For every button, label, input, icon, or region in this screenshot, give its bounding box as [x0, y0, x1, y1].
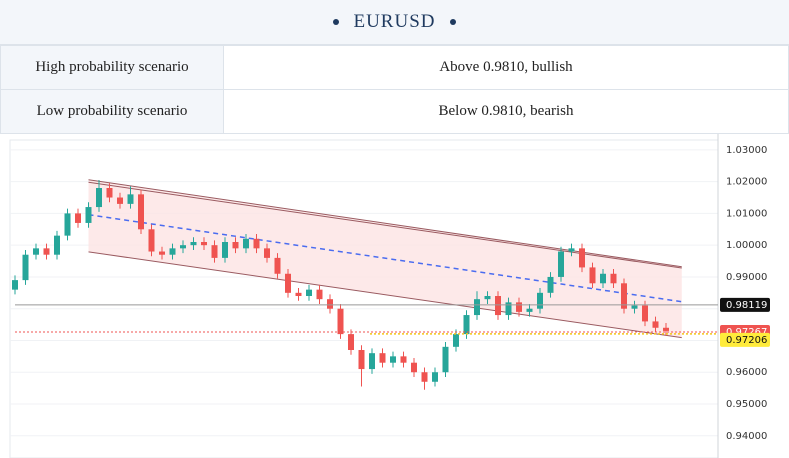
candle-body	[337, 308, 344, 335]
candle-body	[495, 296, 501, 316]
y-tick-label: 0.96000	[726, 367, 767, 378]
candle-body	[600, 273, 606, 284]
y-tick-label: 1.00000	[726, 240, 767, 251]
bullet	[333, 19, 340, 25]
y-tick-label: 0.99000	[726, 272, 767, 283]
candle-body	[22, 254, 29, 281]
price-label: 0.97206	[726, 335, 767, 346]
y-tick-label: 0.95000	[726, 399, 767, 410]
candle-body	[442, 346, 449, 373]
candle-body	[358, 350, 365, 370]
candle-body	[642, 305, 648, 322]
price-label: 0.98119	[726, 300, 767, 311]
candle-body	[390, 356, 396, 363]
candle-body	[652, 321, 659, 328]
row: High probability scenario Above 0.9810, b…	[0, 45, 789, 90]
cell: Low probability scenario	[0, 89, 224, 134]
y-tick-label: 1.03000	[726, 145, 767, 156]
channel-midline	[88, 213, 682, 303]
candle-body	[190, 242, 197, 246]
cell: High probability scenario	[0, 45, 224, 90]
candle-body	[285, 273, 291, 293]
candle-body	[127, 194, 134, 204]
candle-body	[253, 238, 260, 249]
candle-body	[621, 283, 627, 309]
candle-body	[264, 248, 270, 258]
candle-body	[463, 315, 470, 335]
title-bar: EURUSD	[0, 0, 789, 45]
cell: Below 0.9810, bearish	[223, 89, 789, 134]
candle-body	[85, 207, 92, 223]
candle-body	[348, 334, 354, 350]
scenario-table: High probability scenario Above 0.9810, b…	[0, 45, 789, 134]
title: EURUSD	[353, 11, 436, 32]
row: Low probability scenario Below 0.9810, be…	[0, 89, 789, 134]
chart: 1.030001.020001.010001.000000.990000.980…	[9, 134, 770, 458]
candle-body	[96, 188, 102, 208]
candle-body	[138, 194, 144, 230]
channel-line	[88, 251, 682, 339]
cell: Above 0.9810, bullish	[223, 45, 789, 90]
candle-body	[537, 292, 543, 309]
candle-body	[663, 327, 669, 331]
candle-body	[306, 289, 312, 296]
candle-body	[432, 372, 438, 382]
candle-body	[411, 362, 417, 373]
candle-body	[379, 353, 386, 363]
candle-body	[589, 267, 596, 284]
candle-body	[484, 296, 491, 300]
candle-body	[421, 372, 428, 382]
candle-body	[159, 251, 165, 255]
candle-body	[12, 280, 18, 290]
candle-body	[201, 242, 207, 246]
candle-body	[33, 248, 39, 255]
candle-body	[316, 289, 323, 300]
price-label: 0.97267	[726, 327, 767, 338]
candle-body	[232, 242, 239, 249]
candle-body	[610, 273, 617, 284]
price-label-box	[720, 297, 770, 312]
candle-body	[180, 245, 186, 249]
candle-body	[75, 213, 81, 223]
candle-body	[526, 308, 533, 312]
price-label-box	[720, 332, 770, 347]
candle-body	[169, 248, 176, 255]
candle-body	[222, 242, 228, 258]
candle-body	[243, 238, 249, 249]
candle-body	[295, 292, 302, 296]
y-tick-label: 0.94000	[726, 431, 767, 442]
candle-body	[631, 305, 638, 309]
candle-body	[106, 188, 113, 198]
candle-body	[453, 334, 459, 347]
candle-body	[568, 248, 575, 252]
candle-body	[64, 213, 71, 236]
bullet	[449, 19, 456, 25]
candle-body	[516, 302, 522, 312]
candle-body	[547, 276, 554, 293]
candle-body	[148, 229, 155, 252]
y-tick-label: 1.01000	[726, 208, 767, 219]
candle-body	[327, 299, 333, 309]
candle-body	[558, 251, 564, 277]
candle-body	[474, 299, 480, 316]
y-tick-label: 1.02000	[726, 177, 767, 188]
candle-body	[274, 257, 281, 274]
candle-body	[369, 353, 375, 370]
candle-body	[211, 245, 218, 258]
candle-body	[400, 356, 407, 363]
candle-body	[43, 248, 50, 255]
candle-body	[505, 302, 512, 316]
candle-body	[579, 248, 585, 268]
candle-body	[117, 197, 123, 204]
candle-body	[54, 235, 60, 255]
